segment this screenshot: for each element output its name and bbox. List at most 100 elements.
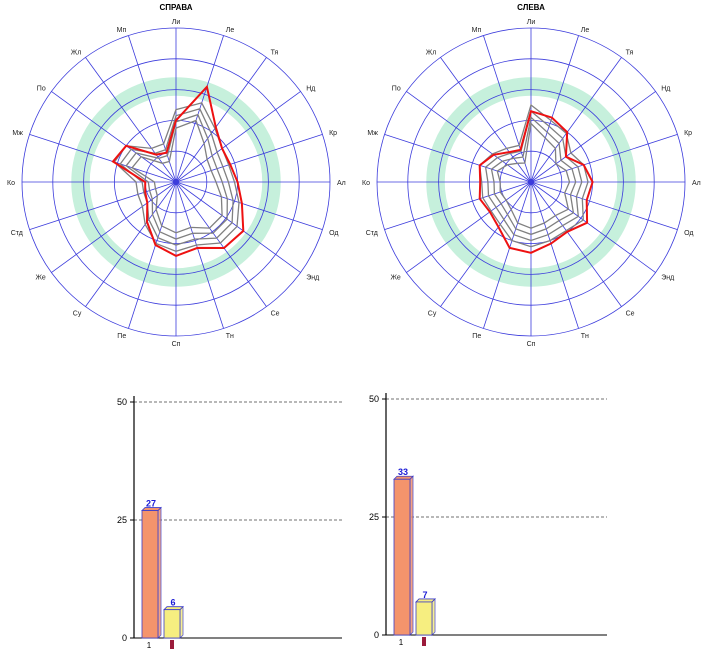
y-tick-label-0: 0 xyxy=(122,633,127,643)
axis-label-12: Су xyxy=(73,310,82,317)
bar-side-2 xyxy=(179,605,184,639)
bar-side-2 xyxy=(431,597,436,636)
axis-label-3: Нд xyxy=(306,85,315,92)
axis-label-13: Же xyxy=(35,275,45,282)
bar-value-label-1: 33 xyxy=(398,467,408,477)
axis-label-16: Мж xyxy=(12,130,23,137)
axis-label-5: Ал xyxy=(692,180,701,187)
spoke-9 xyxy=(530,181,579,329)
axis-label-14: Стд xyxy=(366,230,378,237)
axis-label-19: Мп xyxy=(117,27,127,34)
center-dot xyxy=(173,179,179,185)
series-reference-1 xyxy=(490,116,577,236)
axis-label-6: Од xyxy=(329,230,338,237)
bar-1 xyxy=(393,475,414,636)
axis-label-6: Од xyxy=(684,230,693,237)
radar-chart-right: СПРАВА Ли Ле Тя Нд Кр Ал Од Энд Се Тн Сп Пе Су Же Стд Ко… xyxy=(7,3,346,348)
axis-label-12: Су xyxy=(428,310,437,317)
y-tick-label-0: 0 xyxy=(374,630,379,640)
axis-label-19: Мп xyxy=(472,27,482,34)
y-tick-label-2: 50 xyxy=(369,394,379,404)
series-main xyxy=(478,109,594,254)
y-tick-label-1: 25 xyxy=(369,512,379,522)
chart-title: СПРАВА xyxy=(159,3,192,12)
series-reference-0 xyxy=(131,119,223,234)
series-reference-2 xyxy=(119,108,234,246)
category-marker xyxy=(422,637,426,646)
bar-front-2 xyxy=(415,601,433,636)
spoke-17 xyxy=(51,91,177,183)
axis-label-4: Кр xyxy=(684,130,692,137)
spoke-12 xyxy=(440,181,532,307)
x-tick-label-1: 1 xyxy=(147,641,152,650)
bar-front-2 xyxy=(163,609,181,639)
series-reference-0 xyxy=(496,122,571,229)
radar-chart-left: СЛЕВА Ли Ле Тя Нд Кр Ал Од Энд Се Тн Сп Пе Су Же Стд Ко М… xyxy=(362,3,701,348)
axis-label-16: Мж xyxy=(367,130,378,137)
spoke-7 xyxy=(175,181,301,273)
series-main xyxy=(111,84,245,257)
axis-label-10: Сп xyxy=(527,341,536,348)
bar-value-label-2: 6 xyxy=(170,598,175,608)
spoke-4 xyxy=(175,134,323,183)
spoke-7 xyxy=(530,181,656,273)
axis-label-7: Энд xyxy=(306,275,319,282)
spoke-9 xyxy=(175,181,224,329)
bar-side-1 xyxy=(157,506,162,639)
axis-label-17: По xyxy=(37,85,46,92)
bar-2 xyxy=(415,597,436,636)
axis-label-15: Ко xyxy=(7,180,15,187)
spoke-17 xyxy=(406,91,532,183)
bar-chart-right: 0 25 50 27 6 1 xyxy=(117,396,342,650)
y-tick-label-1: 25 xyxy=(117,515,127,525)
spoke-18 xyxy=(440,57,532,183)
axis-label-18: Жл xyxy=(426,50,437,57)
axis-label-11: Пе xyxy=(472,333,481,340)
spoke-19 xyxy=(128,35,177,183)
axis-label-18: Жл xyxy=(71,50,82,57)
bar-value-label-2: 7 xyxy=(422,590,427,600)
spoke-2 xyxy=(175,57,267,183)
y-tick-label-2: 50 xyxy=(117,397,127,407)
axis-label-13: Же xyxy=(390,275,400,282)
chart-title: СЛЕВА xyxy=(517,3,545,12)
spoke-18 xyxy=(85,57,177,183)
spoke-1 xyxy=(530,35,579,183)
spoke-3 xyxy=(530,91,656,183)
axis-label-10: Сп xyxy=(172,341,181,348)
spoke-11 xyxy=(128,181,177,329)
spoke-14 xyxy=(29,181,177,230)
axis-label-8: Се xyxy=(271,310,280,317)
spoke-6 xyxy=(175,181,323,230)
spoke-16 xyxy=(29,134,177,183)
spoke-14 xyxy=(384,181,532,230)
axis-label-2: Тя xyxy=(626,50,634,57)
center-dot xyxy=(528,179,534,185)
spoke-13 xyxy=(51,181,177,273)
bar-value-label-1: 27 xyxy=(146,499,156,509)
axis-label-4: Кр xyxy=(329,130,337,137)
spoke-11 xyxy=(483,181,532,329)
axis-label-8: Се xyxy=(626,310,635,317)
axis-label-9: Тн xyxy=(581,333,589,340)
bar-chart-left: 0 25 50 33 7 1 xyxy=(369,393,607,647)
axis-label-15: Ко xyxy=(362,180,370,187)
bar-front-1 xyxy=(141,510,159,639)
axis-label-14: Стд xyxy=(11,230,23,237)
series-reference-2 xyxy=(484,110,583,242)
spoke-3 xyxy=(175,91,301,183)
axis-label-17: По xyxy=(392,85,401,92)
spoke-13 xyxy=(406,181,532,273)
spoke-2 xyxy=(530,57,622,183)
spoke-12 xyxy=(85,181,177,307)
spoke-6 xyxy=(530,181,678,230)
axis-label-11: Пе xyxy=(117,333,126,340)
axis-label-3: Нд xyxy=(661,85,670,92)
spoke-8 xyxy=(530,181,622,307)
bar-1 xyxy=(141,506,162,639)
spoke-16 xyxy=(384,134,532,183)
axis-label-0: Ли xyxy=(172,19,181,26)
spoke-8 xyxy=(175,181,267,307)
axis-label-1: Ле xyxy=(581,27,590,34)
axis-label-1: Ле xyxy=(226,27,235,34)
